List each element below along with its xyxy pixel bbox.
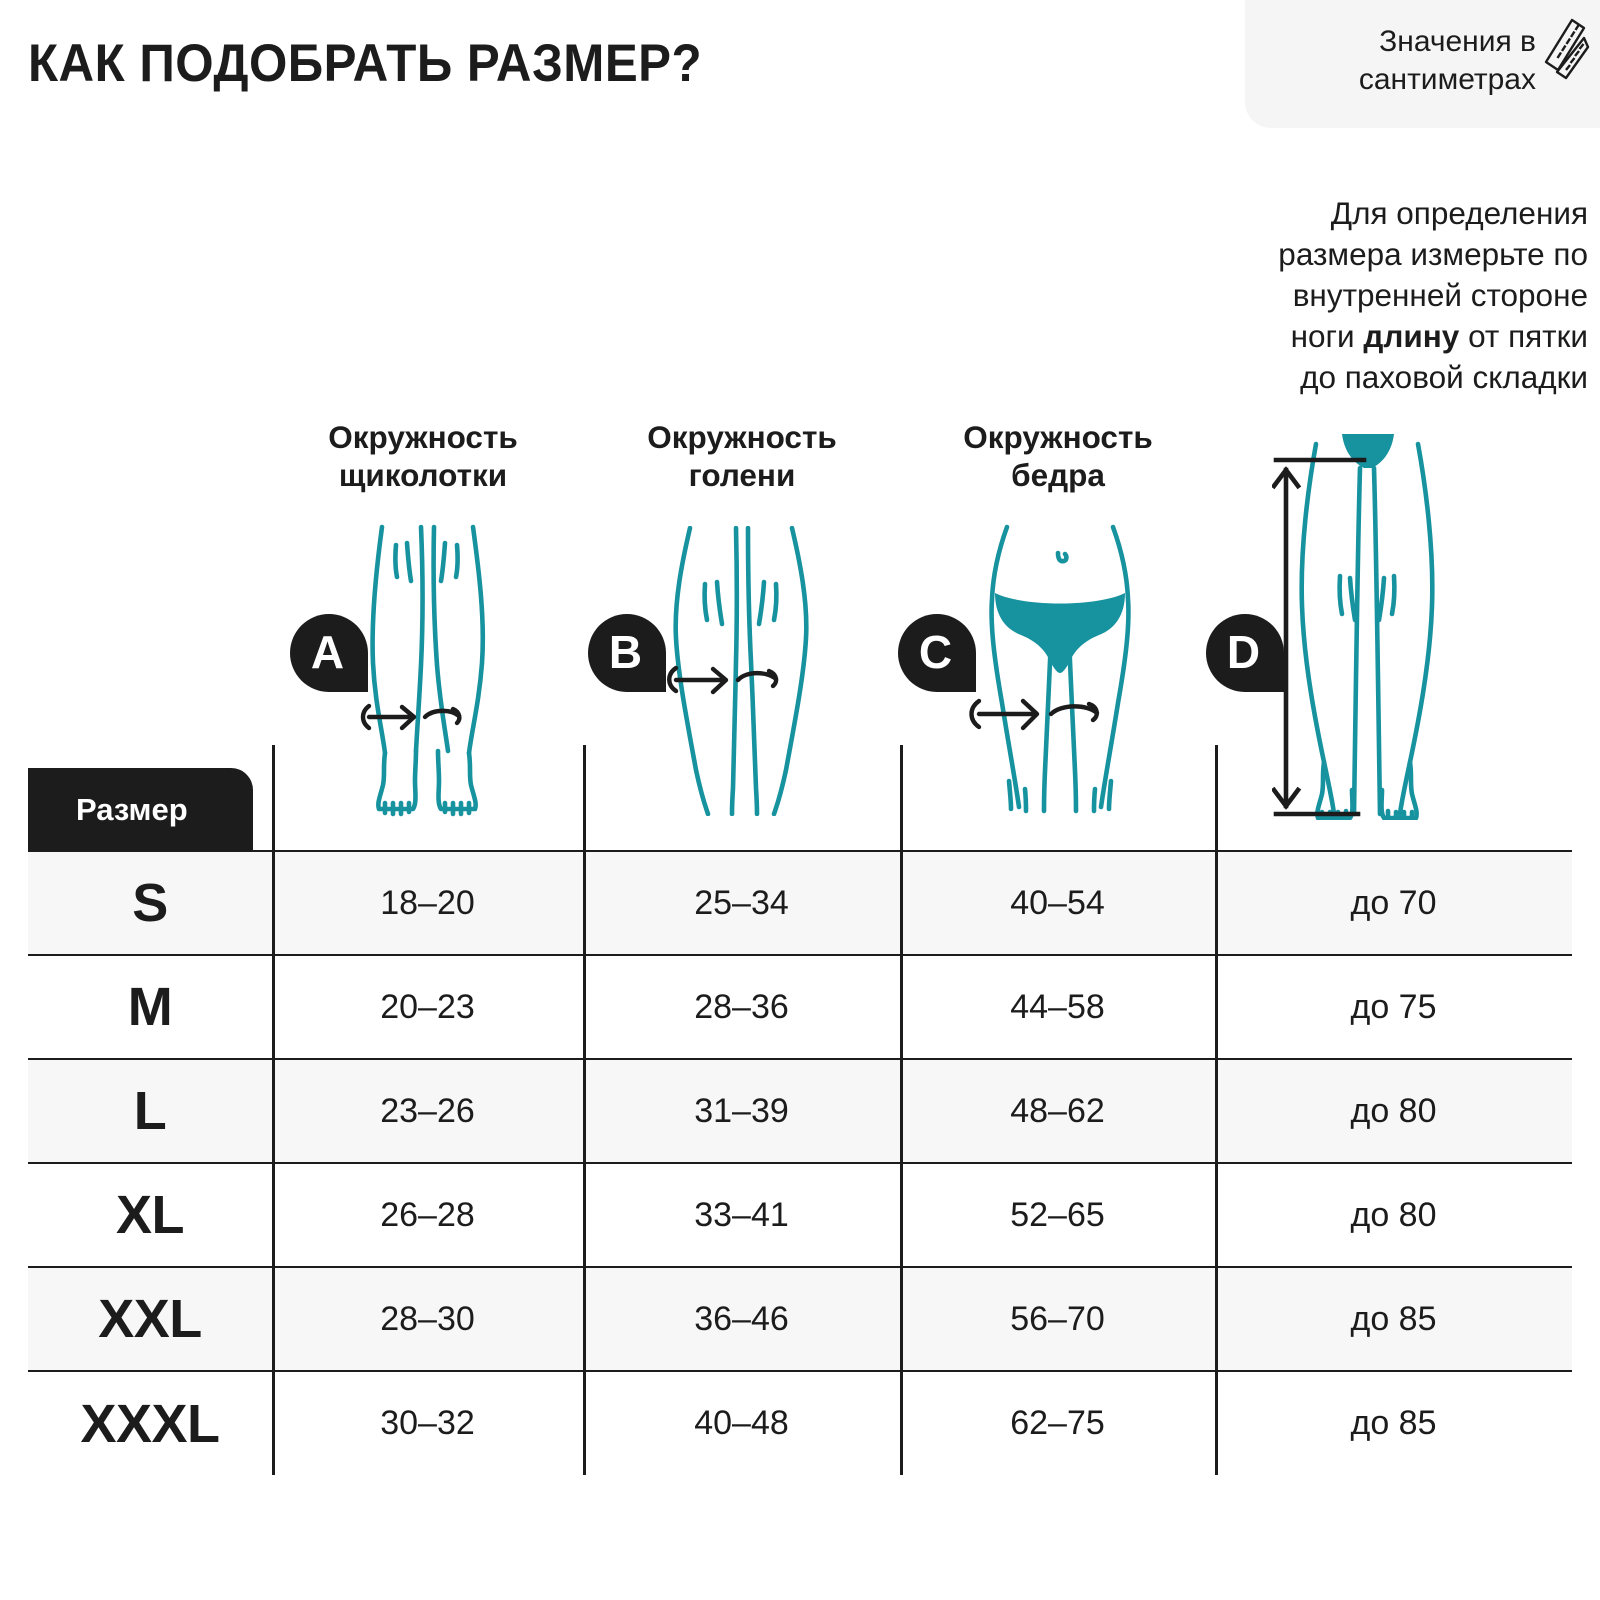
size-column-header-label: Размер [76,791,188,827]
cell-ankle: 26–28 [272,1162,583,1267]
column-header-hip: Окружность бедра [918,418,1198,495]
measurement-instructions: Для определения размера измерьте по внут… [1158,193,1588,398]
table-row: XL 26–28 33–41 52–65 до 80 [28,1162,1572,1267]
cell-ankle: 28–30 [272,1266,583,1371]
column-header-ankle: Окружность щиколотки [283,418,563,495]
col-divider-4-top [1215,745,1218,851]
cell-ankle: 23–26 [272,1058,583,1163]
intro-emphasis: длину [1363,317,1460,354]
cell-length: до 80 [1215,1058,1572,1163]
intro-line-3: внутренней стороне [1292,276,1588,313]
underwear-shape [995,593,1125,673]
badge-d: D [1206,614,1284,692]
cell-ankle: 18–20 [272,850,583,955]
cell-length: до 70 [1215,850,1572,955]
badge-a: A [290,614,368,692]
cell-size: S [28,850,272,955]
units-badge: Значения в сантиметрах [1245,0,1600,128]
cell-calf: 33–41 [583,1162,900,1267]
cell-calf: 40–48 [583,1370,900,1475]
cell-calf: 25–34 [583,850,900,955]
intro-line-4-suffix: от пятки [1459,317,1588,354]
col-divider-3 [900,851,903,1475]
intro-line-4-prefix: ноги [1290,317,1364,354]
column-header-calf-line2: голени [688,457,796,494]
hip-thigh-figure [969,524,1131,814]
cell-hip: 40–54 [900,850,1215,955]
cell-calf: 28–36 [583,954,900,1059]
table-row: XXL 28–30 36–46 56–70 до 85 [28,1266,1572,1371]
column-header-ankle-line2: щиколотки [338,457,508,494]
cell-hip: 62–75 [900,1370,1215,1475]
cell-length: до 75 [1215,954,1572,1059]
cell-hip: 56–70 [900,1266,1215,1371]
cell-length: до 80 [1215,1162,1572,1267]
col-divider-2-top [583,745,586,851]
swimsuit-shape [1342,434,1394,468]
units-badge-label: Значения в сантиметрах [1358,24,1536,96]
full-legs-length-figure [1272,434,1435,820]
intro-line-2: размера измерьте по [1278,235,1588,272]
col-divider-3-top [900,745,903,851]
table-row: XXXL 30–32 40–48 62–75 до 85 [28,1370,1572,1475]
cell-size: XXL [28,1266,272,1371]
size-column-header: Размер [28,768,253,851]
ankle-legs-figure [360,524,486,817]
cell-hip: 48–62 [900,1058,1215,1163]
table-row: L 23–26 31–39 48–62 до 80 [28,1058,1572,1163]
column-header-calf-line1: Окружность [647,419,837,455]
badge-c: C [898,614,976,692]
intro-line-1: Для определения [1330,195,1588,231]
cell-ankle: 20–23 [272,954,583,1059]
cell-length: до 85 [1215,1370,1572,1475]
cell-length: до 85 [1215,1266,1572,1371]
cell-hip: 52–65 [900,1162,1215,1267]
cell-size: L [28,1058,272,1163]
cell-calf: 36–46 [583,1266,900,1371]
column-header-hip-line2: бедра [1011,457,1105,494]
intro-line-5: до паховой складки [1300,358,1588,395]
column-header-ankle-line1: Окружность [328,419,518,455]
illustration-band: Окружность щиколотки [0,418,1600,820]
column-header-calf: Окружность голени [602,418,882,495]
badge-b: B [588,614,666,692]
col-divider-1-top [272,745,275,851]
size-table-wrapper: Размер S 18–20 25–34 40–54 до 70 M 20–23… [28,745,1572,1475]
column-header-hip-line1: Окружность [963,419,1153,455]
col-divider-4 [1215,851,1218,1475]
col-divider-2 [583,851,586,1475]
cell-calf: 31–39 [583,1058,900,1163]
cell-size: M [28,954,272,1059]
size-table: S 18–20 25–34 40–54 до 70 M 20–23 28–36 … [28,745,1572,1475]
table-row: S 18–20 25–34 40–54 до 70 [28,850,1572,955]
col-divider-1 [272,851,275,1475]
cell-hip: 44–58 [900,954,1215,1059]
ruler-icon [1544,18,1590,80]
cell-size: XXXL [28,1370,272,1475]
page-title: КАК ПОДОБРАТЬ РАЗМЕР? [28,34,703,93]
cell-size: XL [28,1162,272,1267]
calf-legs-figure [667,526,809,816]
table-spacer-row [28,745,1572,851]
cell-ankle: 30–32 [272,1370,583,1475]
table-row: M 20–23 28–36 44–58 до 75 [28,954,1572,1059]
